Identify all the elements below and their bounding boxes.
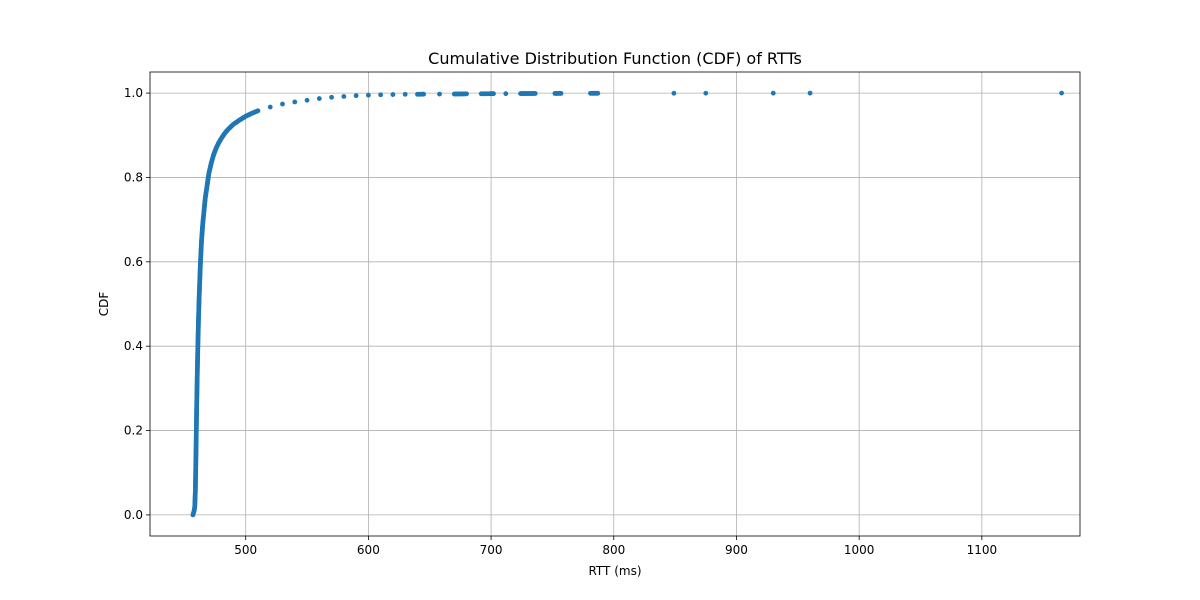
data-point <box>458 91 463 97</box>
data-point <box>192 487 198 492</box>
data-point <box>190 512 196 518</box>
data-point <box>529 91 534 96</box>
data-point <box>201 208 207 214</box>
y-tick-label: 1.0 <box>124 86 143 100</box>
data-point <box>415 91 420 97</box>
data-point <box>194 373 200 379</box>
data-point <box>503 91 509 97</box>
data-point <box>231 121 236 127</box>
data-point <box>222 130 228 136</box>
data-point <box>206 170 212 176</box>
x-tick-label: 900 <box>725 543 748 557</box>
data-point <box>390 92 396 97</box>
data-point <box>198 250 204 256</box>
data-point <box>213 145 219 151</box>
data-point <box>194 407 200 412</box>
data-point <box>329 94 334 100</box>
data-point <box>280 101 285 107</box>
data-point <box>437 91 442 97</box>
data-point <box>402 91 408 97</box>
data-point <box>205 179 211 185</box>
data-point <box>365 92 371 98</box>
grid-layer <box>150 72 1080 536</box>
x-tick-label: 1000 <box>844 543 875 557</box>
data-point <box>255 108 261 114</box>
y-tick-label: 0.8 <box>124 170 143 184</box>
y-tick-label: 0.4 <box>124 339 143 353</box>
y-tick-label: 0.2 <box>124 424 143 438</box>
x-tick-label: 600 <box>357 543 380 557</box>
data-point <box>451 91 457 97</box>
data-point <box>353 93 359 99</box>
data-point <box>521 91 527 96</box>
data-point <box>197 280 203 286</box>
data-point <box>703 90 709 96</box>
data-point <box>478 91 484 97</box>
x-tick-label: 800 <box>602 543 625 557</box>
data-points-layer <box>190 90 1064 518</box>
data-point <box>588 90 593 96</box>
x-tick-label: 500 <box>234 543 257 557</box>
data-point <box>807 90 813 96</box>
x-tick-label: 700 <box>480 543 503 557</box>
data-point <box>249 110 255 116</box>
data-point <box>464 91 469 97</box>
x-tick-label: 1100 <box>967 543 998 557</box>
ticks-layer: 500 600 700 800 900 1000 1100 0.0 0.2 0.4 0.6 0.8 1.… <box>124 86 997 557</box>
data-point <box>200 221 206 227</box>
data-point <box>770 90 776 96</box>
data-point <box>237 117 242 123</box>
data-point <box>595 90 601 96</box>
data-point <box>486 91 492 97</box>
data-point <box>378 92 384 98</box>
y-tick-label: 0.6 <box>124 255 143 269</box>
data-point <box>532 91 538 96</box>
data-point <box>518 91 523 96</box>
data-point <box>192 504 198 509</box>
data-point <box>292 99 298 105</box>
data-point <box>199 238 204 244</box>
data-point <box>196 318 201 324</box>
data-point <box>552 91 558 96</box>
chart-title: Cumulative Distribution Function (CDF) o… <box>428 49 802 68</box>
plot-frame <box>149 71 1081 537</box>
data-point <box>202 196 208 201</box>
y-axis-label: CDF <box>97 292 111 317</box>
data-point <box>316 96 322 101</box>
data-point <box>421 91 427 97</box>
data-point <box>218 136 224 142</box>
data-point <box>191 508 197 514</box>
data-point <box>195 343 201 349</box>
data-point <box>1059 90 1064 96</box>
data-point <box>243 113 249 119</box>
data-point <box>341 94 347 99</box>
data-point <box>226 126 231 132</box>
data-point <box>671 90 677 96</box>
data-point <box>196 297 202 303</box>
data-point <box>304 97 310 103</box>
data-point <box>208 160 214 166</box>
data-point <box>267 104 273 110</box>
data-point <box>216 140 222 146</box>
data-point <box>193 449 199 455</box>
data-point <box>491 91 496 97</box>
x-axis-label: RTT (ms) <box>588 564 641 578</box>
data-point <box>211 151 217 157</box>
y-tick-label: 0.0 <box>124 508 143 522</box>
data-point <box>558 90 564 96</box>
data-point <box>197 263 203 269</box>
data-point <box>204 187 209 193</box>
